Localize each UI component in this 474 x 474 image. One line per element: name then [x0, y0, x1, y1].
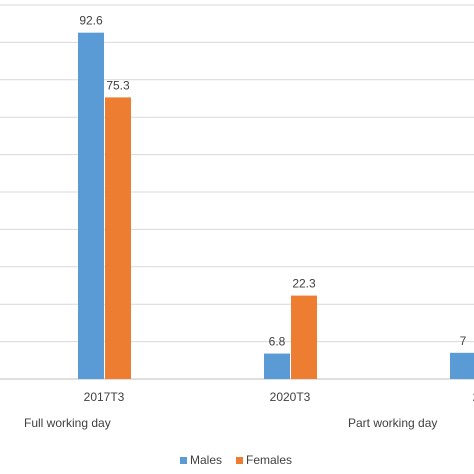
- data-labels: 92.6 6.8 7 75.3 22.3: [79, 14, 466, 349]
- group-labels: Full working day Part working day: [24, 416, 437, 430]
- category-tick-label: 2: [473, 390, 474, 404]
- data-label: 7: [460, 334, 467, 348]
- group-label: Full working day: [24, 416, 111, 430]
- category-tick-label: 2017T3: [84, 390, 125, 404]
- bars: [78, 32, 474, 380]
- bar-males-2020t3: [264, 353, 290, 379]
- data-label: 92.6: [79, 14, 103, 28]
- bar-males-2017t3: [78, 32, 104, 380]
- category-ticks: 2017T3 2020T3 2: [84, 390, 474, 404]
- data-label: 22.3: [292, 277, 316, 291]
- data-label: 75.3: [106, 78, 130, 92]
- data-label: 6.8: [269, 335, 286, 349]
- gridlines: [0, 4, 474, 380]
- bar-females-2020t3: [291, 295, 317, 379]
- legend-label: Males: [190, 453, 222, 467]
- bar-females-2017t3: [105, 97, 131, 380]
- legend-label: Females: [246, 453, 292, 467]
- legend-swatch: [180, 457, 187, 464]
- bar-males-2: [450, 352, 474, 379]
- legend: Males Females: [180, 453, 292, 467]
- category-tick-label: 2020T3: [270, 390, 311, 404]
- legend-swatch: [236, 457, 243, 464]
- group-label: Part working day: [348, 416, 437, 430]
